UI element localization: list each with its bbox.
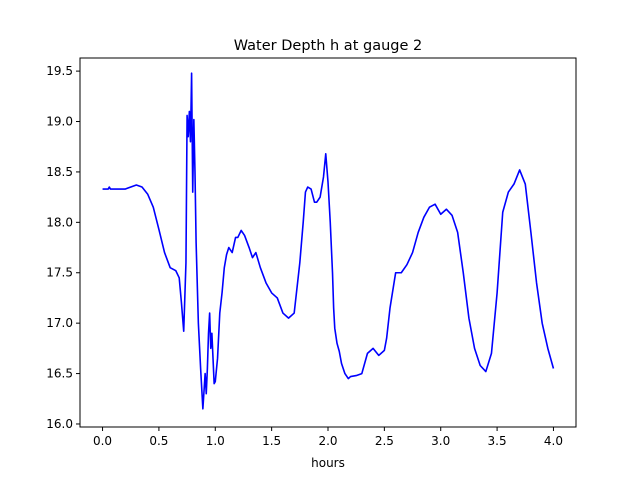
series-line-0 [102, 72, 555, 410]
y-tick-label: 16.5 [46, 367, 73, 381]
y-tick-label: 19.5 [46, 64, 73, 78]
y-tick-label: 16.0 [46, 417, 73, 431]
x-tick-label: 1.0 [206, 434, 225, 448]
plot-frame [79, 57, 577, 428]
x-tick-label: 0.0 [93, 434, 112, 448]
y-tick-label: 18.0 [46, 215, 73, 229]
y-axis: 16.0 16.5 17.0 17.5 18.0 18.5 19.0 19.5 [46, 64, 80, 431]
x-tick-label: 1.5 [262, 434, 281, 448]
y-tick-label: 17.5 [46, 266, 73, 280]
x-tick-label: 4.0 [544, 434, 563, 448]
x-tick-label: 2.0 [318, 434, 337, 448]
x-axis-label: hours [311, 456, 345, 470]
x-tick-label: 3.5 [488, 434, 507, 448]
x-tick-label: 3.0 [431, 434, 450, 448]
x-tick-label: 2.5 [375, 434, 394, 448]
y-tick-label: 19.0 [46, 115, 73, 129]
x-tick-label: 0.5 [149, 434, 168, 448]
y-tick-label: 18.5 [46, 165, 73, 179]
x-axis: 0.0 0.5 1.0 1.5 2.0 2.5 3.0 3.5 4.0 [93, 427, 563, 448]
chart-title: Water Depth h at gauge 2 [234, 38, 422, 54]
plot-data [102, 72, 555, 410]
y-tick-label: 17.0 [46, 316, 73, 330]
